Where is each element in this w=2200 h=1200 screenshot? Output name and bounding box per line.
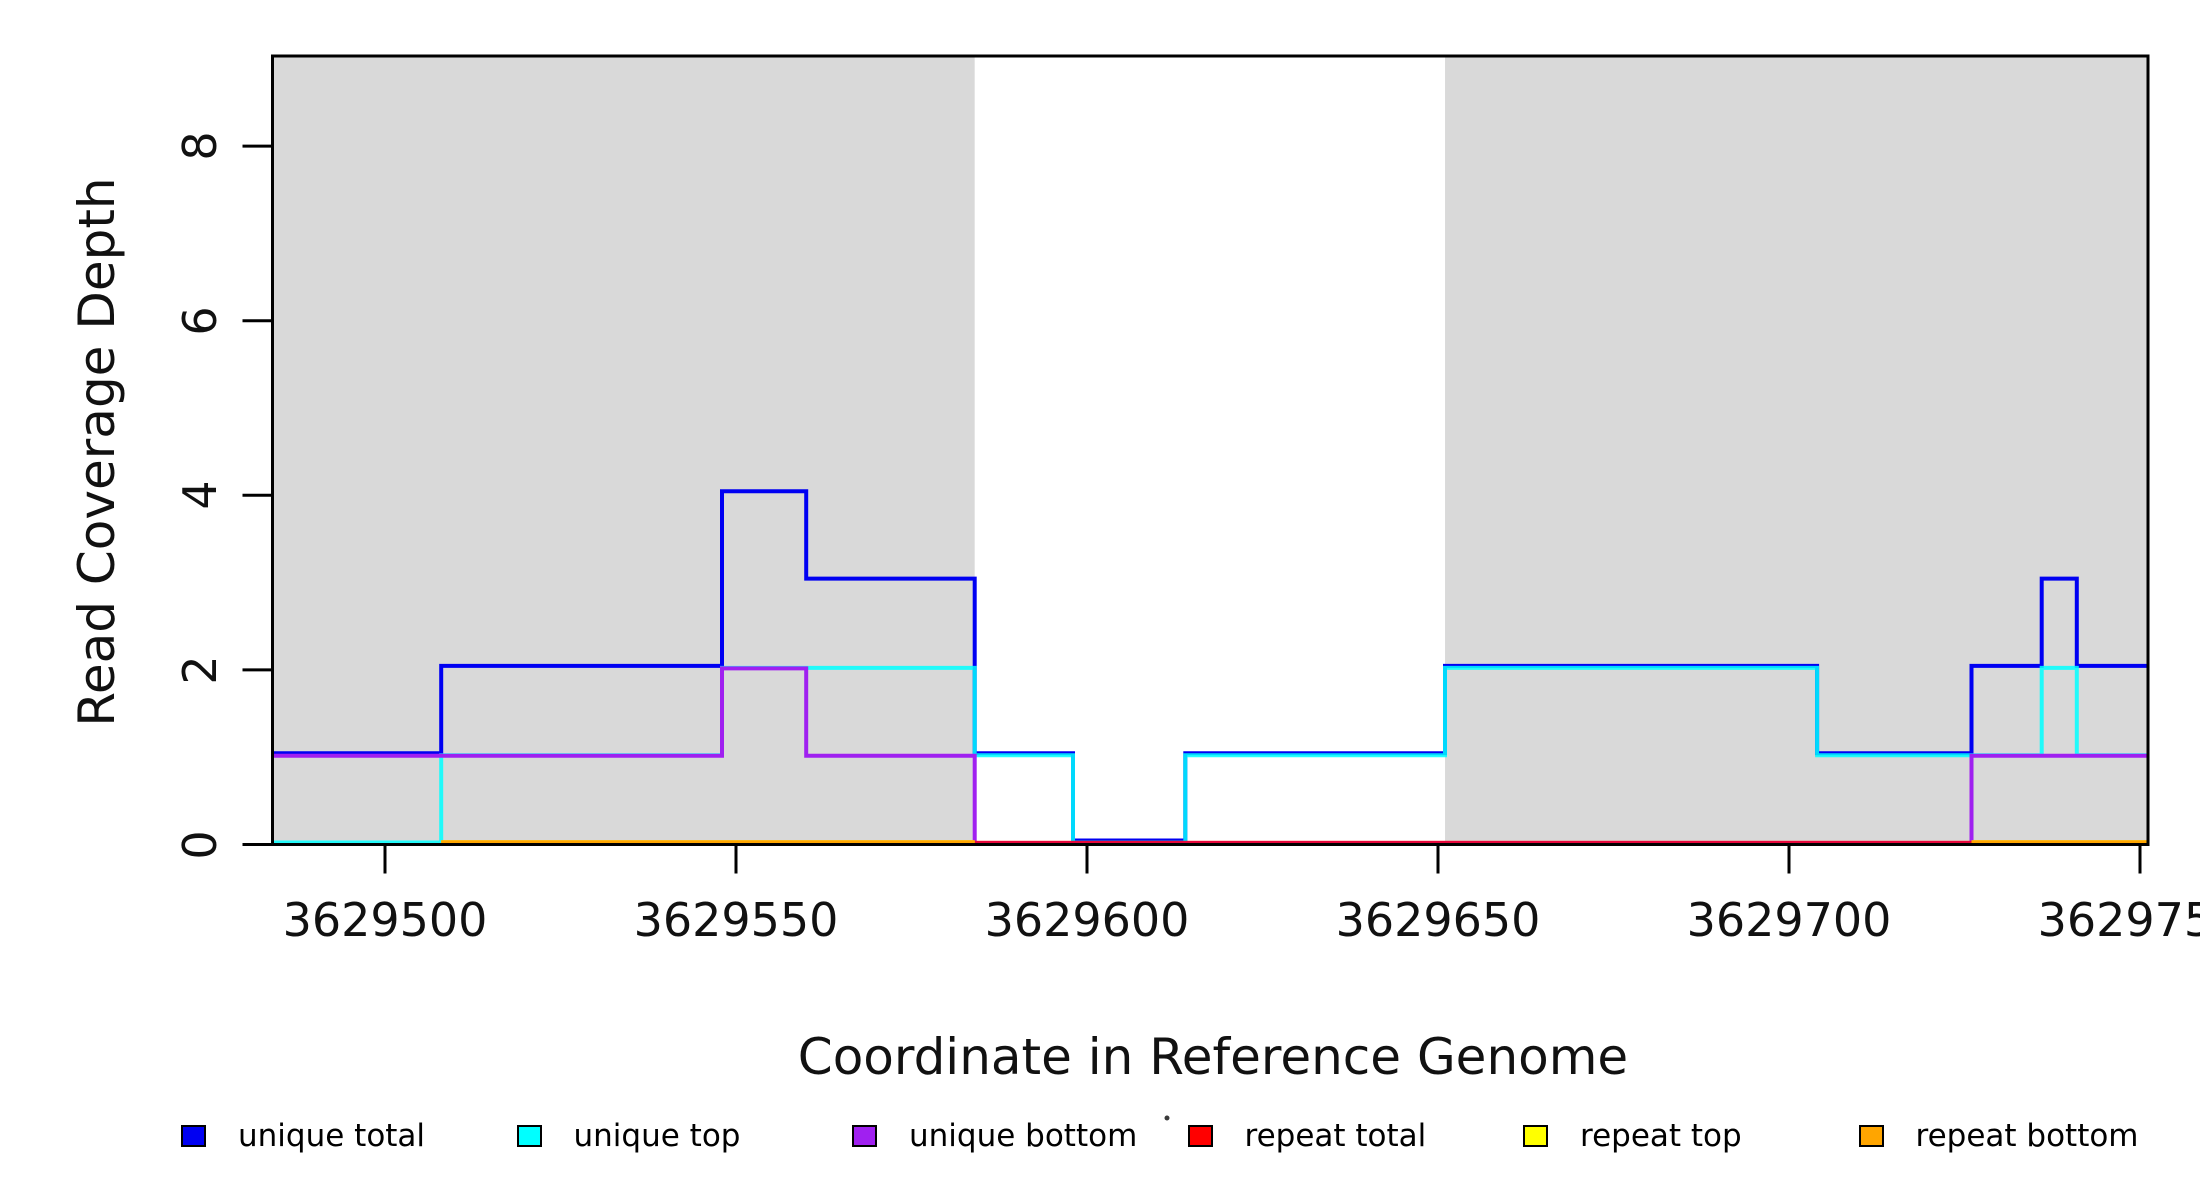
legend-swatch-icon	[852, 1125, 877, 1147]
x-tick-label: 3629700	[1686, 893, 1892, 947]
legend-label: unique bottom	[909, 1118, 1138, 1154]
y-tick-label: 6	[173, 306, 227, 336]
x-tick-label: 3629750	[2037, 893, 2200, 947]
legend-label: unique top	[573, 1118, 741, 1154]
plot-border	[271, 54, 2150, 846]
legend-label: repeat bottom	[1915, 1118, 2139, 1154]
x-axis-title: Coordinate in Reference Genome	[797, 1028, 1629, 1086]
stray-point-artifact	[1164, 1115, 1170, 1121]
x-tick-label: 3629550	[633, 893, 839, 947]
shaded-region	[1445, 57, 2148, 844]
legend-label: unique total	[238, 1118, 426, 1154]
x-tick-label: 3629600	[984, 893, 1190, 947]
x-tick-label: 3629650	[1335, 893, 1541, 947]
series-line-unique-bottom	[272, 666, 2147, 845]
x-tick-label: 3629500	[282, 893, 488, 947]
legend-label: repeat top	[1580, 1118, 1742, 1154]
legend-swatch-icon	[516, 1125, 542, 1147]
y-tick-label: 0	[173, 829, 227, 860]
legend-label: repeat total	[1244, 1118, 1427, 1154]
legend-swatch-icon	[1858, 1125, 1884, 1147]
legend-swatch-icon	[181, 1125, 206, 1147]
legend-swatch-icon	[1523, 1125, 1548, 1147]
y-tick-label: 4	[173, 480, 227, 510]
y-axis-title: Read Coverage Depth	[68, 177, 126, 727]
shaded-region	[272, 57, 975, 844]
y-tick-label: 8	[173, 131, 227, 161]
y-tick-label: 2	[173, 655, 227, 685]
legend-swatch-icon	[1187, 1125, 1213, 1147]
